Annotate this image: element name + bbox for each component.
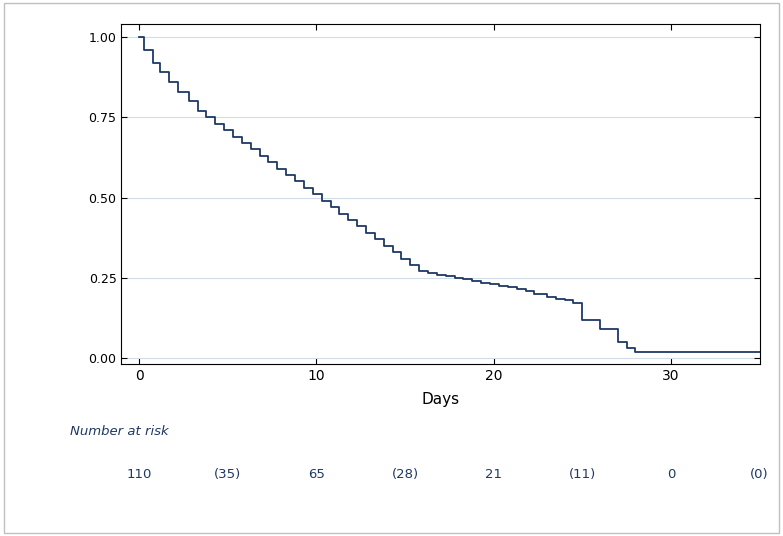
Text: Number at risk: Number at risk — [70, 425, 169, 438]
Text: (35): (35) — [214, 468, 241, 481]
Text: 110: 110 — [126, 468, 152, 481]
X-axis label: Days: Days — [421, 392, 460, 407]
Text: (0): (0) — [750, 468, 769, 481]
Text: 0: 0 — [666, 468, 675, 481]
Text: (28): (28) — [392, 468, 419, 481]
Text: (11): (11) — [568, 468, 596, 481]
Text: 65: 65 — [308, 468, 325, 481]
Text: 21: 21 — [485, 468, 502, 481]
